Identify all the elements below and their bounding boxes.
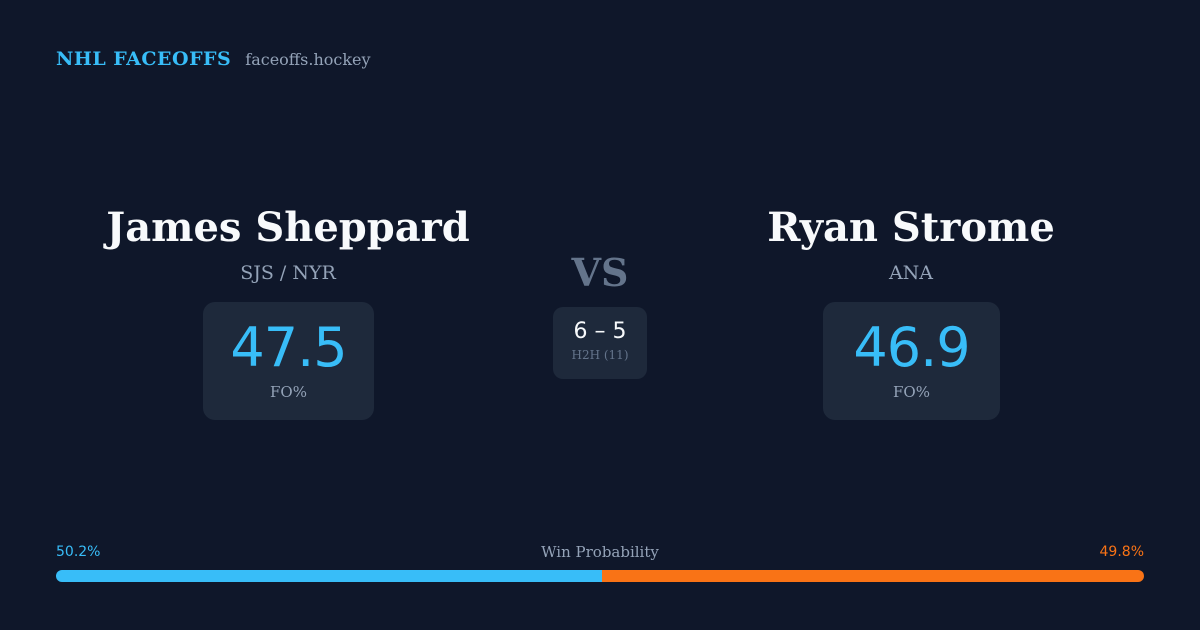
- brand-name: NHL FACEOFFS: [56, 48, 232, 70]
- win-prob-left-label: 50.2%: [56, 544, 101, 560]
- player-left-name: James Sheppard: [106, 204, 470, 251]
- brand: NHL FACEOFFS faceoffs.hockey: [56, 48, 371, 70]
- win-prob-title: Win Probability: [541, 543, 659, 561]
- player-right-fo-label: FO%: [893, 382, 930, 401]
- player-right-fo-value: 46.9: [853, 316, 970, 379]
- win-prob-bar-right: [602, 570, 1144, 582]
- h2h-label: H2H (11): [571, 348, 629, 362]
- player-left-stat-card: 47.5 FO%: [203, 302, 374, 420]
- win-prob-bar-left: [56, 570, 603, 582]
- h2h-score: 6 – 5: [573, 319, 627, 344]
- win-prob-bar: [56, 570, 1144, 582]
- vs-label: VS: [571, 250, 629, 295]
- player-right-team: ANA: [888, 262, 934, 284]
- player-right-name: Ryan Strome: [767, 204, 1055, 251]
- player-left: James Sheppard SJS / NYR: [88, 204, 488, 285]
- brand-url: faceoffs.hockey: [245, 50, 371, 69]
- player-left-team: SJS / NYR: [240, 262, 336, 284]
- player-left-fo-label: FO%: [270, 382, 307, 401]
- player-right-stat-card: 46.9 FO%: [823, 302, 1000, 420]
- h2h-card: 6 – 5 H2H (11): [553, 307, 647, 379]
- player-left-fo-value: 47.5: [230, 316, 347, 379]
- win-prob-right-label: 49.8%: [1099, 544, 1144, 560]
- player-right: Ryan Strome ANA: [711, 204, 1111, 285]
